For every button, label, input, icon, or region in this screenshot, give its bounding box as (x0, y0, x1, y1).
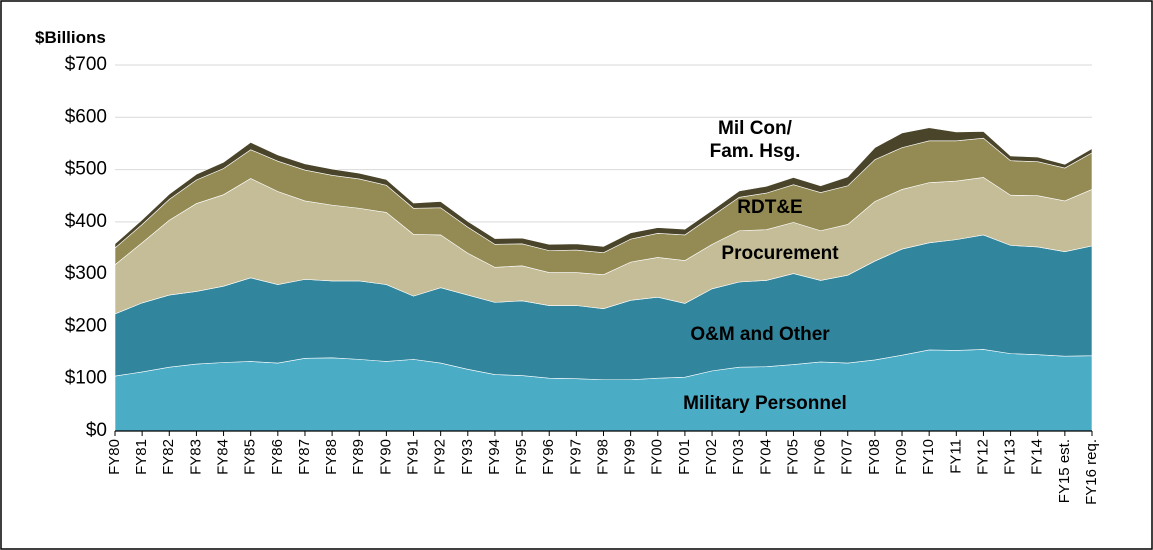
series-label: RDT&E (737, 197, 803, 218)
series-label: Procurement (721, 243, 839, 264)
x-tick-label: FY91 (404, 439, 421, 475)
y-tick-label: $700 (65, 54, 107, 75)
x-tick-label: FY93 (459, 439, 476, 475)
series-label: Mil Con/ Fam. Hsg. (709, 118, 801, 162)
x-tick-label: FY10 (920, 439, 937, 475)
x-tick-label: FY89 (350, 439, 367, 475)
x-tick-label: FY80 (106, 439, 123, 475)
x-tick-label: FY08 (866, 439, 883, 475)
area (114, 127, 1093, 254)
x-tick-label: FY03 (730, 439, 747, 475)
x-tick-label: FY13 (1002, 439, 1019, 475)
y-tick-label: $500 (65, 159, 107, 180)
x-tick-label: FY94 (486, 439, 503, 475)
x-tick-label: FY04 (757, 439, 774, 475)
x-tick-label: FY15 est. (1056, 439, 1073, 503)
y-tick-label: $300 (65, 263, 107, 284)
x-tick-label: FY82 (160, 439, 177, 475)
y-axis-title: $Billions (35, 28, 106, 47)
x-tick-label: FY85 (242, 439, 259, 475)
series-label: Military Personnel (683, 393, 847, 414)
x-tick-label: FY83 (187, 439, 204, 475)
x-tick-label: FY84 (215, 439, 232, 475)
x-tick-label: FY16 req. (1083, 439, 1100, 505)
x-tick-label: FY09 (893, 439, 910, 475)
y-tick-label: $400 (65, 211, 107, 232)
x-tick-label: FY01 (676, 439, 693, 475)
x-tick-label: FY92 (432, 439, 449, 475)
x-tick-label: FY07 (839, 439, 856, 475)
y-tick-label: $100 (65, 368, 107, 389)
x-tick-label: FY05 (784, 439, 801, 475)
x-tick-label: FY99 (622, 439, 639, 475)
x-tick-label: FY81 (133, 439, 150, 475)
x-tick-label: FY00 (649, 439, 666, 475)
x-tick-label: FY11 (947, 439, 964, 474)
x-tick-label: FY87 (296, 439, 313, 475)
y-tick-label: $200 (65, 315, 107, 336)
y-tick-label: $600 (65, 106, 107, 127)
x-tick-label: FY97 (567, 439, 584, 475)
x-tick-label: FY02 (703, 439, 720, 475)
y-tick-label: $0 (86, 420, 107, 441)
x-tick-label: FY88 (323, 439, 340, 475)
x-tick-label: FY06 (812, 439, 829, 475)
x-tick-label: FY12 (974, 439, 991, 475)
x-tick-label: FY86 (269, 439, 286, 475)
x-tick-label: FY14 (1029, 439, 1046, 475)
x-tick-label: FY90 (377, 439, 394, 475)
x-tick-label: FY96 (540, 439, 557, 475)
series-label: O&M and Other (690, 324, 830, 345)
x-tick-label: FY98 (594, 439, 611, 475)
x-tick-label: FY95 (513, 439, 530, 475)
